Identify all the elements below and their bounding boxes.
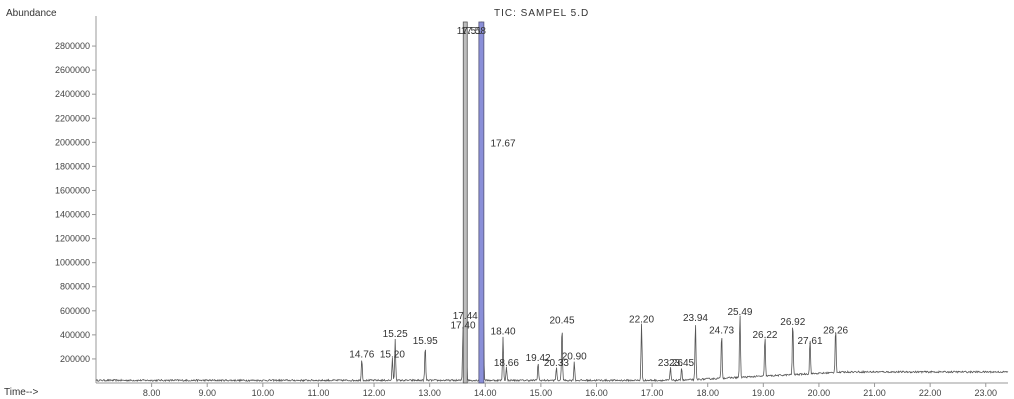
peak-label: 18.66 bbox=[494, 358, 519, 369]
peak-label: 18.40 bbox=[491, 326, 516, 337]
peak-label: 23.94 bbox=[683, 313, 708, 324]
tic-trace-line bbox=[95, 21, 1009, 383]
x-tick-label: 15.00 bbox=[530, 388, 553, 398]
x-tick-label: 16.00 bbox=[585, 388, 608, 398]
main-peak-bar bbox=[462, 21, 468, 384]
y-tick-label: 1400000 bbox=[55, 210, 90, 220]
x-tick-label: 20.00 bbox=[808, 388, 831, 398]
peak-label: 26.22 bbox=[752, 330, 777, 341]
peak-label: 20.90 bbox=[562, 352, 587, 363]
peak-label: 19.42 bbox=[526, 353, 551, 364]
y-tick-label: 800000 bbox=[60, 282, 90, 292]
peak-label: 24.73 bbox=[709, 325, 734, 336]
x-tick-label: 12.00 bbox=[363, 388, 386, 398]
peak-label: 20.45 bbox=[549, 316, 574, 327]
peak-label: 22.20 bbox=[629, 314, 654, 325]
peak-label: 14.76 bbox=[349, 349, 374, 360]
y-tick-label: 600000 bbox=[60, 306, 90, 316]
y-tick-label: 2800000 bbox=[55, 41, 90, 51]
tic-trace-group bbox=[95, 21, 1009, 384]
x-tick-label: 19.00 bbox=[752, 388, 775, 398]
peak-label: 15.25 bbox=[383, 329, 408, 340]
x-tick-label: 21.00 bbox=[863, 388, 886, 398]
x-tick-label: 13.00 bbox=[418, 388, 441, 398]
peak-label: 17.67 bbox=[490, 138, 515, 149]
y-tick-label: 1600000 bbox=[55, 185, 90, 195]
x-tick-label: 10.00 bbox=[252, 388, 275, 398]
y-tick-label: 2600000 bbox=[55, 65, 90, 75]
x-tick-label: 9.00 bbox=[198, 388, 216, 398]
peak-label: 15.20 bbox=[380, 349, 405, 360]
y-tick-label: 1800000 bbox=[55, 161, 90, 171]
peak-label: 17.51 bbox=[457, 26, 482, 37]
x-tick-label: 22.00 bbox=[919, 388, 942, 398]
chart-title: TIC: SAMPEL 5.D bbox=[494, 8, 589, 19]
y-tick-label: 2000000 bbox=[55, 137, 90, 147]
y-tick-label: 2200000 bbox=[55, 113, 90, 123]
y-axis-title: Abundance bbox=[6, 8, 57, 19]
peak-label: 20.33 bbox=[544, 358, 569, 369]
y-tick-label: 1000000 bbox=[55, 258, 90, 268]
peak-label: 17.44 bbox=[453, 311, 478, 322]
y-tick-label: 2400000 bbox=[55, 89, 90, 99]
x-tick-label: 11.00 bbox=[308, 388, 330, 398]
peak-label: 23.26 bbox=[658, 358, 683, 369]
peak-label: 15.95 bbox=[413, 336, 438, 347]
peak-label: 26.92 bbox=[780, 317, 805, 328]
peak-label: 23.45 bbox=[669, 358, 694, 369]
x-axis-ticks: 8.00 9.00 10.00 11.00 12.00 13.00 14.00 15.00 16… bbox=[143, 383, 997, 398]
x-tick-label: 18.00 bbox=[696, 388, 719, 398]
x-tick-label: 17.00 bbox=[641, 388, 664, 398]
peak-label: 28.26 bbox=[823, 325, 848, 336]
y-axis-ticks: 200000 400000 600000 800000 1000000 1200000 14… bbox=[55, 41, 96, 364]
x-axis-corner-label: Time--> bbox=[4, 387, 39, 398]
x-tick-label: 8.00 bbox=[143, 388, 161, 398]
peak-label: 25.49 bbox=[727, 307, 752, 318]
x-tick-label: 23.00 bbox=[974, 388, 997, 398]
y-tick-label: 200000 bbox=[60, 354, 90, 364]
x-tick-label: 14.00 bbox=[474, 388, 497, 398]
y-tick-label: 400000 bbox=[60, 330, 90, 340]
peak-label: 17.58 bbox=[461, 26, 486, 37]
highlighted-peak-bar bbox=[478, 21, 485, 384]
y-tick-label: 1200000 bbox=[55, 234, 90, 244]
peak-label: 17.40 bbox=[451, 320, 476, 331]
peak-label: 27.61 bbox=[798, 336, 823, 347]
